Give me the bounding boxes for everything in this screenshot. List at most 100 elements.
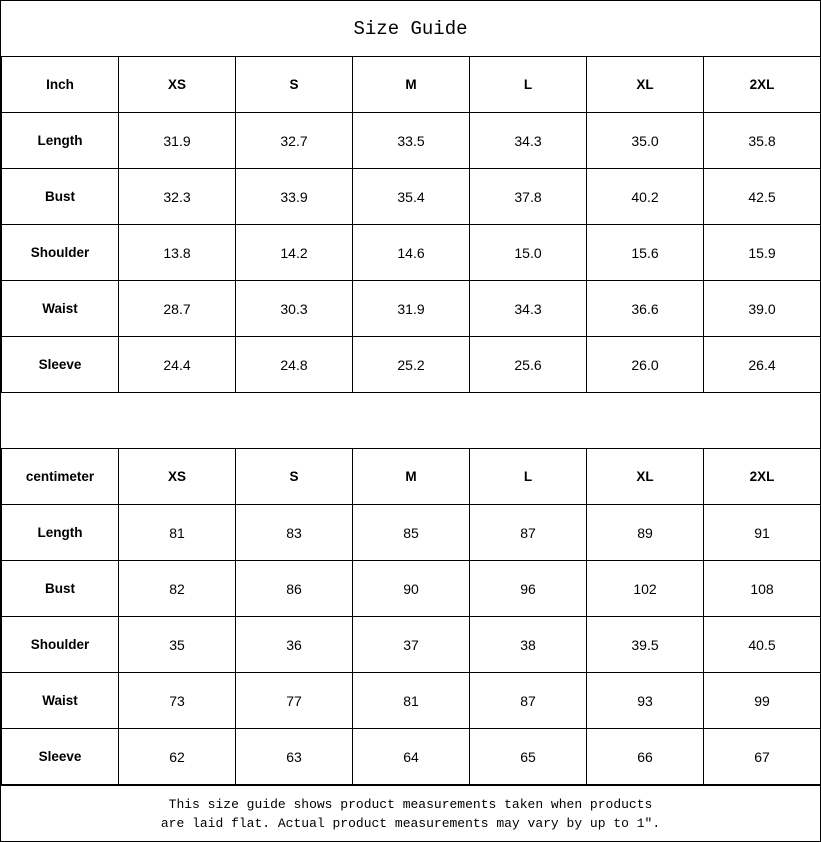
measurement-value: 31.9 (118, 112, 236, 169)
measurement-value: 67 (703, 728, 821, 785)
table-row: Length 81 83 85 87 89 91 (1, 504, 821, 561)
measurement-value: 64 (352, 728, 470, 785)
measurement-value: 85 (352, 504, 470, 561)
measurement-value: 81 (118, 504, 236, 561)
measurement-value: 86 (235, 560, 353, 617)
table-row: Length 31.9 32.7 33.5 34.3 35.0 35.8 (1, 112, 821, 169)
measurement-value: 28.7 (118, 280, 236, 337)
measurement-value: 63 (235, 728, 353, 785)
size-header: XS (118, 56, 236, 113)
measurement-value: 91 (703, 504, 821, 561)
measurement-value: 24.8 (235, 336, 353, 393)
measurement-value: 65 (469, 728, 587, 785)
measurement-value: 30.3 (235, 280, 353, 337)
measurement-value: 35 (118, 616, 236, 673)
inch-size-table: Inch XS S M L XL 2XL Length 31.9 32.7 33.5 34.3 35.0… (1, 56, 821, 393)
measurement-value: 31.9 (352, 280, 470, 337)
measurement-value: 33.5 (352, 112, 470, 169)
footer-line-1: This size guide shows product measuremen… (168, 796, 653, 812)
table-row: Waist 73 77 81 87 93 99 (1, 672, 821, 729)
measurement-value: 37.8 (469, 168, 587, 225)
measurement-value: 26.4 (703, 336, 821, 393)
table-row: Waist 28.7 30.3 31.9 34.3 36.6 39.0 (1, 280, 821, 337)
table-row: Shoulder 13.8 14.2 14.6 15.0 15.6 15.9 (1, 224, 821, 281)
size-header: M (352, 448, 470, 505)
measurement-value: 35.8 (703, 112, 821, 169)
size-header: 2XL (703, 56, 821, 113)
measurement-label: Waist (1, 280, 119, 337)
table-row: Sleeve 62 63 64 65 66 67 (1, 728, 821, 785)
measurement-value: 87 (469, 672, 587, 729)
measurement-value: 38 (469, 616, 587, 673)
table-row: Bust 32.3 33.9 35.4 37.8 40.2 42.5 (1, 168, 821, 225)
header-row: Inch XS S M L XL 2XL (1, 56, 821, 113)
size-header: XS (118, 448, 236, 505)
measurement-value: 87 (469, 504, 587, 561)
measurement-value: 15.9 (703, 224, 821, 281)
measurement-value: 82 (118, 560, 236, 617)
measurement-value: 89 (586, 504, 704, 561)
measurement-label: Sleeve (1, 336, 119, 393)
measurement-value: 35.0 (586, 112, 704, 169)
measurement-value: 15.0 (469, 224, 587, 281)
page-title: Size Guide (1, 1, 820, 57)
measurement-value: 32.7 (235, 112, 353, 169)
size-header: 2XL (703, 448, 821, 505)
centimeter-size-table: centimeter XS S M L XL 2XL Length 81 83 85 87 89 91 Bu… (1, 448, 821, 785)
unit-header: Inch (1, 56, 119, 113)
size-header: S (235, 56, 353, 113)
measurement-value: 93 (586, 672, 704, 729)
table-row: Bust 82 86 90 96 102 108 (1, 560, 821, 617)
measurement-label: Length (1, 504, 119, 561)
measurement-value: 39.5 (586, 616, 704, 673)
size-header: XL (586, 56, 704, 113)
size-header: M (352, 56, 470, 113)
size-header: XL (586, 448, 704, 505)
size-header: S (235, 448, 353, 505)
measurement-label: Waist (1, 672, 119, 729)
measurement-value: 62 (118, 728, 236, 785)
header-row: centimeter XS S M L XL 2XL (1, 448, 821, 505)
table-row: Sleeve 24.4 24.8 25.2 25.6 26.0 26.4 (1, 336, 821, 393)
measurement-value: 25.6 (469, 336, 587, 393)
measurement-value: 39.0 (703, 280, 821, 337)
measurement-value: 35.4 (352, 168, 470, 225)
measurement-value: 83 (235, 504, 353, 561)
measurement-value: 14.2 (235, 224, 353, 281)
measurement-label: Length (1, 112, 119, 169)
table-spacer (1, 393, 820, 449)
size-header: L (469, 56, 587, 113)
measurement-value: 90 (352, 560, 470, 617)
measurement-value: 36 (235, 616, 353, 673)
measurement-value: 37 (352, 616, 470, 673)
measurement-value: 77 (235, 672, 353, 729)
measurement-value: 108 (703, 560, 821, 617)
measurement-value: 34.3 (469, 280, 587, 337)
footer-line-2: are laid flat. Actual product measuremen… (160, 815, 661, 831)
measurement-label: Shoulder (1, 616, 119, 673)
measurement-value: 34.3 (469, 112, 587, 169)
table-row: Shoulder 35 36 37 38 39.5 40.5 (1, 616, 821, 673)
measurement-value: 42.5 (703, 168, 821, 225)
measurement-value: 33.9 (235, 168, 353, 225)
measurement-value: 13.8 (118, 224, 236, 281)
measurement-value: 26.0 (586, 336, 704, 393)
measurement-label: Sleeve (1, 728, 119, 785)
measurement-value: 15.6 (586, 224, 704, 281)
measurement-value: 40.2 (586, 168, 704, 225)
measurement-value: 66 (586, 728, 704, 785)
measurement-value: 40.5 (703, 616, 821, 673)
measurement-value: 102 (586, 560, 704, 617)
measurement-value: 81 (352, 672, 470, 729)
size-header: L (469, 448, 587, 505)
measurement-value: 32.3 (118, 168, 236, 225)
measurement-label: Bust (1, 168, 119, 225)
measurement-value: 96 (469, 560, 587, 617)
measurement-value: 73 (118, 672, 236, 729)
unit-header: centimeter (1, 448, 119, 505)
measurement-value: 24.4 (118, 336, 236, 393)
measurement-value: 36.6 (586, 280, 704, 337)
measurement-label: Shoulder (1, 224, 119, 281)
footer-note: This size guide shows product measuremen… (1, 785, 820, 841)
